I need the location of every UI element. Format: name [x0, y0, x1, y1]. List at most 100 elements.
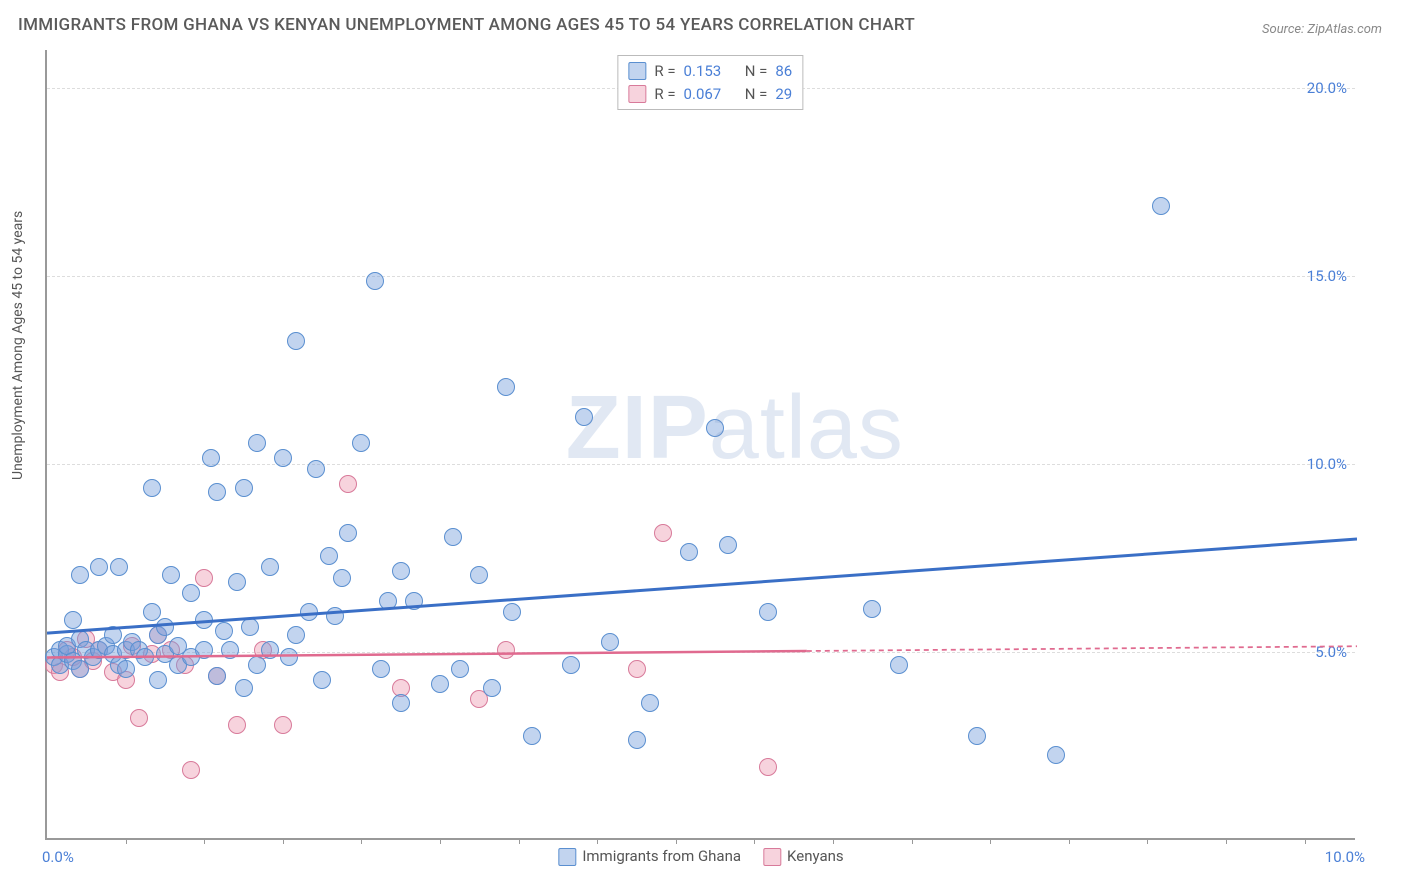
scatter-point	[497, 378, 515, 396]
scatter-point	[968, 727, 986, 745]
scatter-point	[333, 569, 351, 587]
scatter-point	[162, 566, 180, 584]
gridline	[47, 652, 1355, 653]
scatter-point	[228, 716, 246, 734]
scatter-point	[241, 618, 259, 636]
scatter-point	[248, 656, 266, 674]
scatter-point	[64, 611, 82, 629]
legend-row: R = 0.153 N = 86	[628, 60, 792, 83]
scatter-point	[287, 332, 305, 350]
series-legend: Immigrants from Ghana Kenyans	[558, 847, 843, 866]
scatter-point	[235, 679, 253, 697]
scatter-point	[759, 603, 777, 621]
x-tick-mark	[990, 838, 991, 844]
x-tick-mark	[283, 838, 284, 844]
y-tick-label: 20.0%	[1307, 79, 1347, 97]
x-tick-mark	[676, 838, 677, 844]
y-tick-label: 10.0%	[1307, 455, 1347, 473]
scatter-point	[261, 558, 279, 576]
scatter-point	[470, 566, 488, 584]
scatter-point	[641, 694, 659, 712]
scatter-point	[451, 660, 469, 678]
scatter-point	[601, 633, 619, 651]
scatter-point	[156, 618, 174, 636]
scatter-point	[195, 569, 213, 587]
scatter-point	[320, 547, 338, 565]
scatter-point	[759, 758, 777, 776]
scatter-point	[280, 648, 298, 666]
scatter-point	[248, 434, 266, 452]
x-tick-mark	[1147, 838, 1148, 844]
scatter-point	[562, 656, 580, 674]
source-attribution: Source: ZipAtlas.com	[1262, 22, 1382, 37]
x-tick-mark	[204, 838, 205, 844]
scatter-point	[326, 607, 344, 625]
legend-item: Kenyans	[763, 847, 844, 866]
scatter-point	[431, 675, 449, 693]
x-tick-mark	[1069, 838, 1070, 844]
scatter-point	[221, 641, 239, 659]
scatter-point	[274, 716, 292, 734]
scatter-point	[287, 626, 305, 644]
legend-row: R = 0.067 N = 29	[628, 83, 792, 106]
scatter-point	[110, 558, 128, 576]
x-tick-mark	[126, 838, 127, 844]
scatter-point	[366, 272, 384, 290]
scatter-point	[392, 562, 410, 580]
scatter-point	[379, 592, 397, 610]
scatter-point	[444, 528, 462, 546]
scatter-point	[890, 656, 908, 674]
scatter-point	[235, 479, 253, 497]
x-tick-mark	[1226, 838, 1227, 844]
x-tick-mark	[519, 838, 520, 844]
scatter-point	[104, 626, 122, 644]
scatter-point	[339, 524, 357, 542]
scatter-point	[228, 573, 246, 591]
scatter-point	[654, 524, 672, 542]
legend-item: Immigrants from Ghana	[558, 847, 741, 866]
scatter-point	[483, 679, 501, 697]
scatter-point	[143, 479, 161, 497]
scatter-point	[182, 761, 200, 779]
scatter-point	[523, 727, 541, 745]
scatter-point	[863, 600, 881, 618]
x-tick-mark	[912, 838, 913, 844]
scatter-plot-area: ZIPatlas R = 0.153 N = 86R = 0.067 N = 2…	[45, 50, 1355, 840]
x-tick-min: 0.0%	[42, 848, 74, 866]
scatter-point	[182, 584, 200, 602]
gridline	[47, 464, 1355, 465]
scatter-point	[117, 660, 135, 678]
scatter-point	[90, 558, 108, 576]
scatter-point	[313, 671, 331, 689]
chart-title: IMMIGRANTS FROM GHANA VS KENYAN UNEMPLOY…	[18, 15, 915, 35]
scatter-point	[339, 475, 357, 493]
correlation-legend: R = 0.153 N = 86R = 0.067 N = 29	[617, 55, 803, 110]
scatter-point	[392, 694, 410, 712]
scatter-point	[215, 622, 233, 640]
scatter-point	[405, 592, 423, 610]
scatter-point	[300, 603, 318, 621]
scatter-point	[497, 641, 515, 659]
scatter-point	[208, 667, 226, 685]
scatter-point	[136, 648, 154, 666]
x-tick-mark	[361, 838, 362, 844]
x-tick-mark	[754, 838, 755, 844]
scatter-point	[274, 449, 292, 467]
scatter-point	[1047, 746, 1065, 764]
scatter-point	[503, 603, 521, 621]
scatter-point	[680, 543, 698, 561]
x-tick-mark	[440, 838, 441, 844]
x-tick-mark	[833, 838, 834, 844]
x-tick-max: 10.0%	[1325, 848, 1365, 866]
scatter-point	[202, 449, 220, 467]
gridline	[47, 276, 1355, 277]
scatter-point	[1152, 197, 1170, 215]
scatter-point	[143, 603, 161, 621]
scatter-point	[719, 536, 737, 554]
scatter-point	[71, 566, 89, 584]
scatter-point	[261, 641, 279, 659]
scatter-point	[149, 671, 167, 689]
x-tick-mark	[597, 838, 598, 844]
scatter-point	[628, 660, 646, 678]
scatter-point	[706, 419, 724, 437]
